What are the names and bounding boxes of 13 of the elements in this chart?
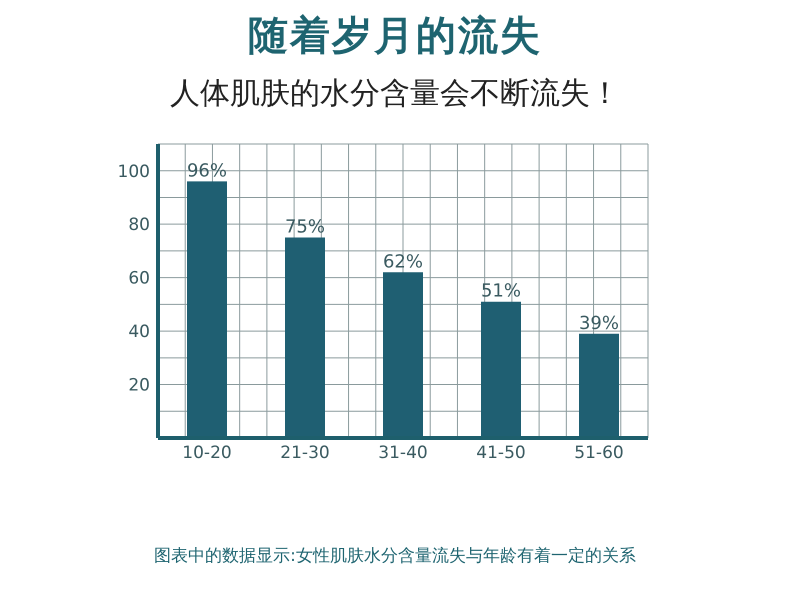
chart-subtitle: 人体肌肤的水分含量会不断流失！	[169, 75, 621, 113]
x-tick-label: 21-30	[280, 443, 330, 464]
x-tick-label: 10-20	[182, 443, 232, 464]
y-tick-label: 100	[118, 162, 150, 182]
y-tick-label: 60	[128, 268, 150, 289]
x-tick-label: 31-40	[378, 443, 428, 464]
y-tick-label: 40	[128, 322, 150, 342]
y-tick-label: 20	[128, 376, 150, 396]
y-tick-label: 80	[128, 215, 150, 236]
text: 图表中的数据显示:女性肌肤水分含量流失与年龄有着一定的关系	[153, 545, 637, 567]
x-tick-label: 51-60	[574, 443, 624, 464]
x-tick-label: 41-50	[476, 443, 526, 464]
chart-title: 随着岁月的流失	[247, 12, 543, 61]
